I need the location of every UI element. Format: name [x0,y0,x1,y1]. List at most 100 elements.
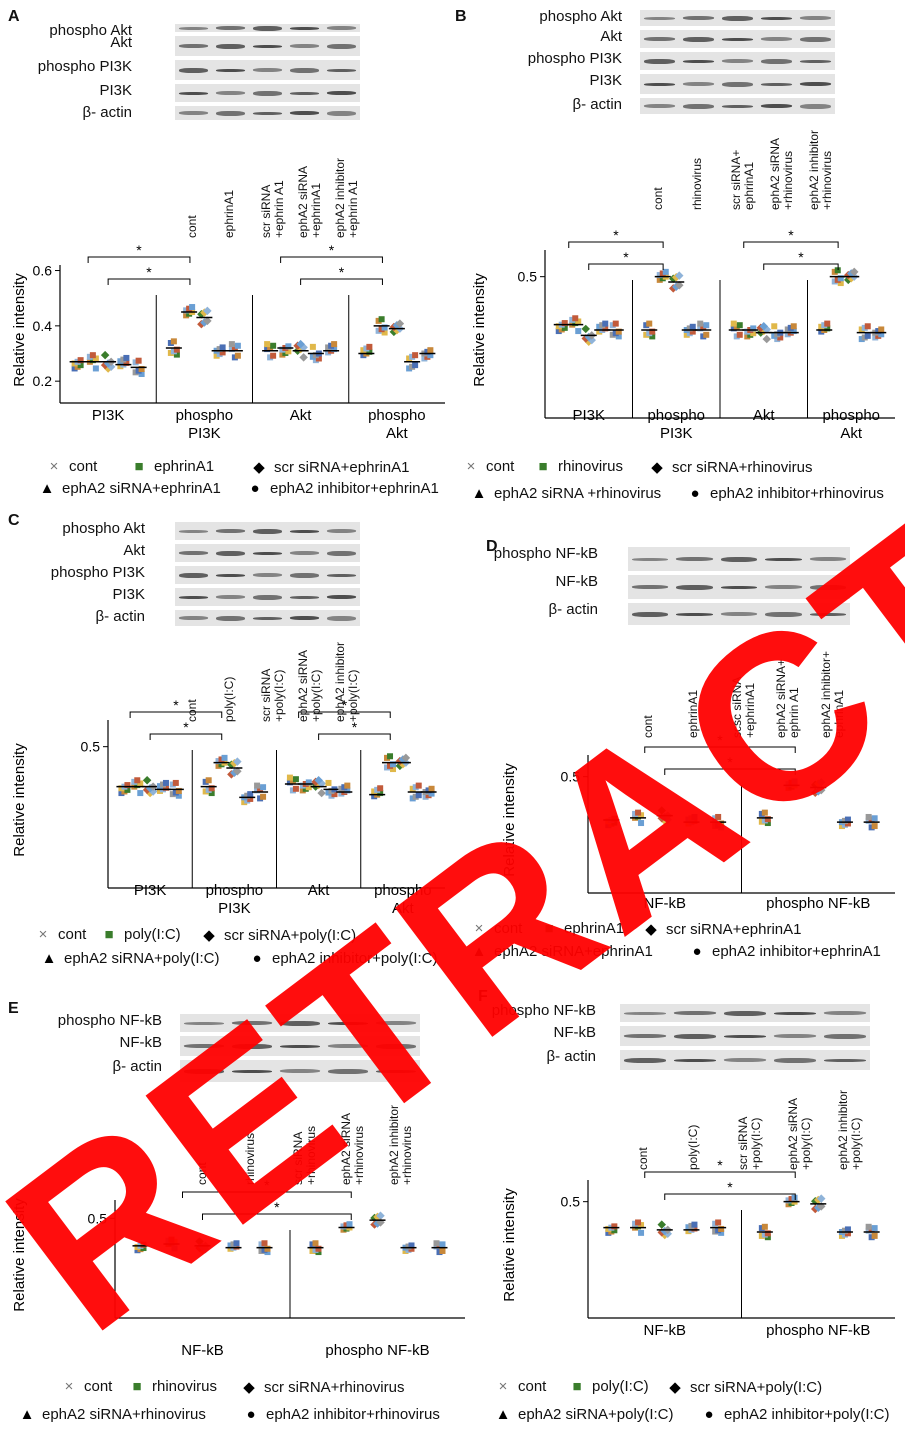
legend-item: × cont [60,1378,113,1395]
blot-band [674,1058,716,1062]
square-marker-icon: ■ [132,1378,142,1395]
legend-item: × cont [494,1378,547,1395]
blot-band [232,1069,272,1073]
blot-band [720,556,758,562]
blot-band [722,104,753,108]
blot-label-1: NF-kB [553,1024,597,1041]
triangle-marker-icon: ▲ [39,480,55,497]
blot-band [328,1021,368,1025]
legend-item: ■ rhinovirus [534,458,623,475]
blot-label-0: phospho NF-kB [491,1002,596,1019]
lane-label-0: cont [636,1147,650,1170]
blot-band [328,1068,368,1074]
legend-item: ● ephA2 inhibitor+ephrinA1 [246,480,438,497]
blot-band [683,16,714,20]
blot-band [327,68,356,72]
blot-band [774,1057,816,1063]
blot-band [376,1069,416,1073]
blot-label-1: Akt [110,34,132,51]
lane-label-2: scr siRNA +rhinovirus [291,1125,318,1185]
blot-band [632,585,669,589]
legend-label: ephA2 siRNA+ephrinA1 [494,943,653,960]
blot-band [809,612,846,616]
square-marker-icon: ■ [544,920,554,937]
blot-band [327,91,356,95]
legend-label: scr siRNA+ephrinA1 [274,459,410,476]
blot-band [290,67,319,73]
blot-strip [180,1014,420,1032]
legend-item: ◆ scr siRNA+rhinovirus [648,458,812,476]
blot-band [724,1010,766,1016]
blot-band [216,91,245,95]
diamond-marker-icon: ◆ [645,921,657,938]
blot-label-4: β- actin [95,608,145,625]
legend-label: cont [69,458,98,475]
legend-item: ◆ scr siRNA+ephrinA1 [250,458,409,476]
blot-label-3: PI3K [589,72,622,89]
blot-band [761,104,792,108]
legend-label: rhinovirus [558,458,624,475]
lane-label-2: scr siRNA+ ephrinA1 [728,149,756,210]
blot-band [184,1021,224,1025]
legend-item: ◆ scr siRNA+poly(I:C) [666,1378,822,1396]
blot-band [761,58,792,64]
cross-marker-icon: × [38,926,48,943]
legend-item: × cont [34,926,87,943]
blot-label-0: phospho NF-kB [493,545,598,562]
blot-label-1: Akt [123,542,145,559]
legend-label: ephA2 siRNA+poly(I:C) [64,950,220,967]
diamond-marker-icon: ◆ [253,459,265,476]
blot-label-0: phospho Akt [62,520,145,537]
legend-item: ● ephA2 inhibitor+poly(I:C) [248,950,437,967]
panel-label-f: F [478,988,488,1005]
blot-band [676,557,713,561]
blot-band [290,551,319,555]
square-marker-icon: ■ [538,458,548,475]
blot-band [761,16,792,20]
square-marker-icon: ■ [104,926,114,943]
blot-band [327,573,356,577]
triangle-marker-icon: ▲ [495,1406,511,1423]
blot-strip [628,575,850,599]
legend-item: ▲ ephA2 siRNA+poly(I:C) [494,1406,674,1423]
blot-band [683,82,714,86]
panel-label-e: E [8,1000,19,1017]
blot-strip [175,36,360,56]
blot-band [624,1057,666,1063]
blot-band [179,595,208,599]
legend-item: ● ephA2 inhibitor+poly(I:C) [700,1406,889,1423]
circle-marker-icon: ● [692,943,702,960]
blot-band [290,91,319,95]
blot-band [253,616,282,620]
blot-band [327,550,356,556]
blot-band [216,615,245,621]
blot-band [290,616,319,620]
blot-band [624,1034,666,1038]
blot-band [290,595,319,599]
blot-band [290,44,319,48]
blot-band [184,1068,224,1074]
blot-band [290,26,319,30]
blot-band [632,611,669,617]
lane-label-0: cont [195,1162,209,1185]
blot-band [765,585,802,589]
blot-strip [175,610,360,626]
legend-label: ephA2 siRNA+ephrinA1 [62,480,221,497]
blot-band [327,595,356,599]
blot-strip [175,24,360,32]
blot-band [253,573,282,577]
blot-label-2: phospho PI3K [527,50,622,67]
blot-strip [175,60,360,80]
blot-band [290,111,319,115]
blot-band [765,557,802,561]
blot-band [624,1011,666,1015]
blot-band [280,1044,320,1048]
square-marker-icon: ■ [572,1378,582,1395]
cross-marker-icon: × [49,458,59,475]
legend-label: scr siRNA+poly(I:C) [690,1379,823,1396]
blot-label-2: β- actin [546,1048,596,1065]
blot-band [722,59,753,63]
lane-label-2: scr siRNA +poly(I:C) [258,668,286,722]
blot-label-0: phospho Akt [539,8,622,25]
blot-band [179,67,208,73]
